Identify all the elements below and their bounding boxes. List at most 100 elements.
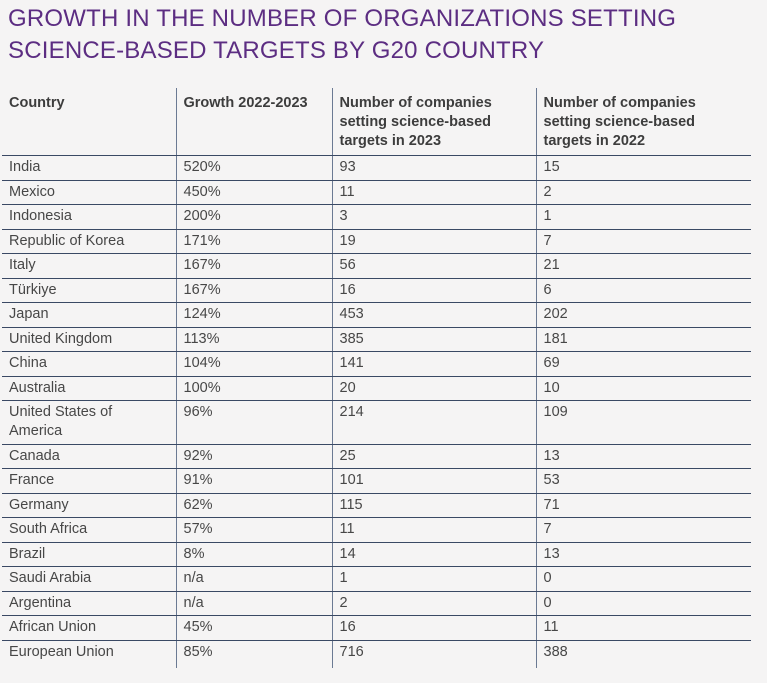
table-row: Australia 100% 20 10 xyxy=(2,376,751,401)
cell-country: United Kingdom xyxy=(2,327,176,352)
page-title-line-1: GROWTH IN THE NUMBER OF ORGANIZATIONS SE… xyxy=(8,5,677,32)
cell-companies-2022: 7 xyxy=(535,517,751,543)
table-row: Indonesia 200% 3 1 xyxy=(2,204,751,230)
table-header: Country Growth 2022-2023 Number of compa… xyxy=(2,88,751,156)
cell-growth: 124% xyxy=(175,302,332,328)
cell-companies-2023: 56 xyxy=(331,253,536,279)
cell-companies-2023: 14 xyxy=(331,542,536,567)
cell-country: Türkiye xyxy=(2,278,176,303)
cell-companies-2022: 21 xyxy=(535,253,751,279)
table-row: South Africa 57% 11 7 xyxy=(2,517,751,543)
cell-companies-2022: 71 xyxy=(535,493,751,518)
cell-companies-2022: 53 xyxy=(535,468,751,494)
cell-growth: 45% xyxy=(175,615,332,641)
cell-country: African Union xyxy=(2,615,176,641)
cell-companies-2022: 2 xyxy=(535,180,751,205)
table-row: India 520% 93 15 xyxy=(2,155,751,181)
cell-country: Germany xyxy=(2,493,176,518)
table-header-row: Country Growth 2022-2023 Number of compa… xyxy=(2,88,751,156)
cell-companies-2022: 1 xyxy=(535,204,751,230)
cell-companies-2023: 115 xyxy=(331,493,536,518)
table-row: European Union 85% 716 388 xyxy=(2,640,751,668)
table-row: France 91% 101 53 xyxy=(2,468,751,494)
cell-country: United States of America xyxy=(2,400,176,445)
cell-growth: 8% xyxy=(175,542,332,567)
cell-companies-2023: 16 xyxy=(331,615,536,641)
cell-companies-2022: 388 xyxy=(535,640,751,668)
cell-companies-2023: 25 xyxy=(331,444,536,469)
column-header-country: Country xyxy=(2,88,176,156)
cell-growth: 520% xyxy=(175,155,332,181)
table-body: India 520% 93 15 Mexico 450% 11 2 Indonesia 200% 3… xyxy=(2,155,751,668)
cell-companies-2022: 0 xyxy=(535,591,751,616)
cell-companies-2022: 202 xyxy=(535,302,751,328)
cell-growth: 92% xyxy=(175,444,332,469)
cell-companies-2023: 3 xyxy=(331,204,536,230)
cell-country: Australia xyxy=(2,376,176,401)
cell-country: Saudi Arabia xyxy=(2,566,176,592)
cell-companies-2023: 101 xyxy=(331,468,536,494)
cell-companies-2023: 385 xyxy=(331,327,536,352)
cell-growth: 91% xyxy=(175,468,332,494)
cell-companies-2022: 69 xyxy=(535,351,751,377)
cell-companies-2023: 11 xyxy=(331,517,536,543)
cell-companies-2023: 16 xyxy=(331,278,536,303)
table-row: Italy 167% 56 21 xyxy=(2,253,751,279)
cell-companies-2023: 1 xyxy=(331,566,536,592)
table-row: African Union 45% 16 11 xyxy=(2,615,751,641)
g20-science-based-targets-table: Country Growth 2022-2023 Number of compa… xyxy=(2,88,751,668)
cell-country: Republic of Korea xyxy=(2,229,176,254)
cell-country: Indonesia xyxy=(2,204,176,230)
cell-companies-2023: 19 xyxy=(331,229,536,254)
cell-companies-2022: 0 xyxy=(535,566,751,592)
cell-growth: 85% xyxy=(175,640,332,668)
cell-growth: n/a xyxy=(175,591,332,616)
cell-country: Italy xyxy=(2,253,176,279)
table-row: Brazil 8% 14 13 xyxy=(2,542,751,567)
cell-growth: 167% xyxy=(175,253,332,279)
cell-companies-2023: 11 xyxy=(331,180,536,205)
cell-companies-2023: 716 xyxy=(331,640,536,668)
table-row: United States of America 96% 214 109 xyxy=(2,400,751,445)
cell-companies-2022: 109 xyxy=(535,400,751,445)
cell-growth: 171% xyxy=(175,229,332,254)
cell-growth: 100% xyxy=(175,376,332,401)
cell-growth: 104% xyxy=(175,351,332,377)
column-header-companies-2023: Number of companies setting science-base… xyxy=(331,88,536,156)
cell-companies-2023: 93 xyxy=(331,155,536,181)
table-row: Mexico 450% 11 2 xyxy=(2,180,751,205)
table-row: Argentina n/a 2 0 xyxy=(2,591,751,616)
table-row: Saudi Arabia n/a 1 0 xyxy=(2,566,751,592)
table-row: Canada 92% 25 13 xyxy=(2,444,751,469)
cell-growth: 167% xyxy=(175,278,332,303)
cell-companies-2022: 6 xyxy=(535,278,751,303)
cell-companies-2022: 11 xyxy=(535,615,751,641)
table-row: China 104% 141 69 xyxy=(2,351,751,377)
cell-companies-2022: 7 xyxy=(535,229,751,254)
table-row: Türkiye 167% 16 6 xyxy=(2,278,751,303)
cell-country: Brazil xyxy=(2,542,176,567)
cell-country: China xyxy=(2,351,176,377)
cell-growth: 57% xyxy=(175,517,332,543)
cell-companies-2023: 20 xyxy=(331,376,536,401)
cell-companies-2022: 181 xyxy=(535,327,751,352)
cell-companies-2022: 10 xyxy=(535,376,751,401)
cell-country: Argentina xyxy=(2,591,176,616)
cell-country: South Africa xyxy=(2,517,176,543)
table-row: United Kingdom 113% 385 181 xyxy=(2,327,751,352)
cell-country: Mexico xyxy=(2,180,176,205)
cell-growth: 450% xyxy=(175,180,332,205)
cell-country: France xyxy=(2,468,176,494)
page-title-line-2: SCIENCE-BASED TARGETS BY G20 COUNTRY xyxy=(8,37,545,64)
cell-country: European Union xyxy=(9,643,114,660)
cell-growth: 113% xyxy=(175,327,332,352)
table-row: Germany 62% 115 71 xyxy=(2,493,751,518)
cell-growth: 62% xyxy=(175,493,332,518)
cell-companies-2023: 214 xyxy=(331,400,536,445)
page-title: GROWTH IN THE NUMBER OF ORGANIZATIONS SE… xyxy=(0,0,767,67)
cell-companies-2022: 15 xyxy=(535,155,751,181)
cell-companies-2022: 13 xyxy=(535,542,751,567)
cell-country: Canada xyxy=(2,444,176,469)
cell-companies-2022: 13 xyxy=(535,444,751,469)
